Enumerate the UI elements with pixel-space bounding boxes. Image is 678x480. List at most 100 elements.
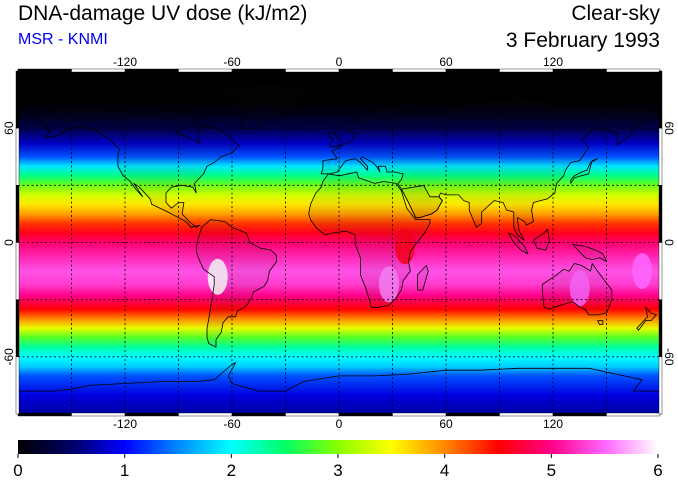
date-label: 3 February 1993	[505, 29, 660, 52]
axis-labels: -120 -120 -60 -60 0 0 60 60 120 120 60 60 0 0 -60 -60	[2, 55, 676, 431]
lat-label-left: 0	[2, 239, 16, 246]
frame-segment-bottom	[552, 412, 607, 417]
new-guinea-coast	[572, 243, 607, 263]
sumatra-coast-land	[508, 233, 528, 254]
frame-segment-bottom	[606, 412, 661, 417]
frame-segment-right	[658, 70, 663, 129]
south-america-coast	[195, 219, 278, 348]
frame-segment-top	[285, 68, 340, 73]
frame-segment-top	[445, 68, 500, 73]
new-zealand-coast	[636, 306, 657, 331]
map-frame	[15, 68, 663, 417]
frame-segment-top	[338, 68, 393, 73]
colorbar-tick-label: 2	[227, 461, 236, 480]
colorbar: 0 1 2 3 4 5 6	[13, 440, 663, 480]
africa-coast-land	[308, 172, 430, 308]
new-guinea-coast-land	[572, 244, 607, 262]
lon-label-bottom: 120	[543, 417, 563, 431]
map-title: DNA-damage UV dose (kJ/m2)	[18, 2, 308, 25]
frame-segment-bottom	[178, 412, 233, 417]
map-subtitle: MSR - KNMI	[18, 31, 108, 48]
frame-segment-bottom	[392, 412, 447, 417]
colorbar-tick-label: 3	[333, 461, 342, 480]
lon-label-top: 60	[439, 55, 453, 69]
frame-segment-left	[15, 70, 20, 129]
lat-label-left: -60	[2, 348, 16, 366]
north-america-coast-land	[39, 109, 240, 228]
frame-segment-top	[71, 68, 126, 73]
lat-label-left: 60	[2, 121, 16, 135]
frame-segment-right	[658, 185, 663, 243]
frame-segment-bottom	[71, 412, 126, 417]
hotspot-southern-africa	[378, 266, 399, 303]
greenland-coast	[213, 83, 304, 129]
frame-segment-top	[552, 68, 607, 73]
frame-segment-right	[658, 242, 663, 300]
arabia-coast-land	[401, 185, 443, 218]
antarctica-coast	[18, 362, 660, 392]
madagascar-coast	[417, 264, 429, 291]
land-shading	[39, 84, 660, 348]
frame-segment-bottom	[445, 412, 500, 417]
lat-lon-grid	[18, 71, 660, 414]
sumatra-coast	[507, 232, 529, 255]
britain-coast	[327, 131, 344, 148]
greenland-coast-land	[214, 84, 304, 129]
frame-segment-top	[606, 68, 661, 73]
frame-segment-right	[658, 356, 663, 415]
sky-condition-label: Clear-sky	[571, 2, 660, 25]
colorbar-tick-label: 4	[440, 461, 449, 480]
north-america-coast	[39, 108, 240, 228]
frame-segment-bottom	[285, 412, 340, 417]
frame-segment-top	[499, 68, 554, 73]
frame-segment-top	[392, 68, 447, 73]
lon-label-bottom: 0	[336, 417, 343, 431]
frame-segment-top	[124, 68, 179, 73]
borneo-coast	[533, 228, 550, 251]
frame-segment-left	[15, 356, 20, 415]
arabia-coast	[400, 184, 443, 219]
hotspot-western-pacific	[632, 253, 653, 290]
lon-label-bottom: -120	[113, 417, 137, 431]
coastlines	[18, 83, 660, 392]
lon-label-bottom: -60	[223, 417, 241, 431]
hotspot-andes-altiplano	[207, 258, 228, 295]
colorbar-ticks: 0 1 2 3 4 5 6	[13, 454, 663, 480]
madagascar-coast-land	[417, 265, 429, 291]
frame-segment-left	[15, 127, 20, 186]
frame-segment-bottom	[499, 412, 554, 417]
lat-label-right: -60	[662, 348, 676, 366]
lon-label-top: -60	[223, 55, 241, 69]
frame-segment-bottom	[231, 412, 286, 417]
colorbar-ramp	[18, 440, 658, 454]
frame-segment-right	[658, 299, 663, 358]
borneo-coast-land	[533, 229, 550, 251]
frame-segment-bottom	[338, 412, 393, 417]
frame-segment-top	[178, 68, 233, 73]
new-zealand-coast-land	[636, 307, 657, 331]
frame-segment-bottom	[124, 412, 179, 417]
frame-segment-bottom	[17, 412, 72, 417]
tasmania-coast	[597, 320, 604, 325]
africa-coast	[308, 171, 431, 308]
eurasia-coast-land	[321, 95, 660, 241]
colorbar-tick-label: 6	[653, 461, 662, 480]
colorbar-tick-label: 0	[13, 461, 22, 480]
frame-segment-left	[15, 185, 20, 243]
south-america-coast-land	[196, 219, 277, 348]
lat-label-right: 0	[662, 239, 676, 246]
frame-segment-right	[658, 127, 663, 186]
frame-segment-top	[17, 68, 72, 73]
eurasia-coast	[320, 95, 660, 242]
colorbar-tick-label: 1	[120, 461, 129, 480]
tasmania-coast-land	[597, 320, 603, 325]
lon-label-top: 120	[543, 55, 563, 69]
hotspot-australia-interior	[569, 270, 590, 307]
lat-label-right: 60	[662, 121, 676, 135]
frame-segment-top	[231, 68, 286, 73]
lon-label-bottom: 60	[439, 417, 453, 431]
frame-segment-left	[15, 299, 20, 358]
lon-label-top: -120	[113, 55, 137, 69]
colorbar-tick-label: 5	[547, 461, 556, 480]
australia-coast-land	[542, 263, 612, 315]
